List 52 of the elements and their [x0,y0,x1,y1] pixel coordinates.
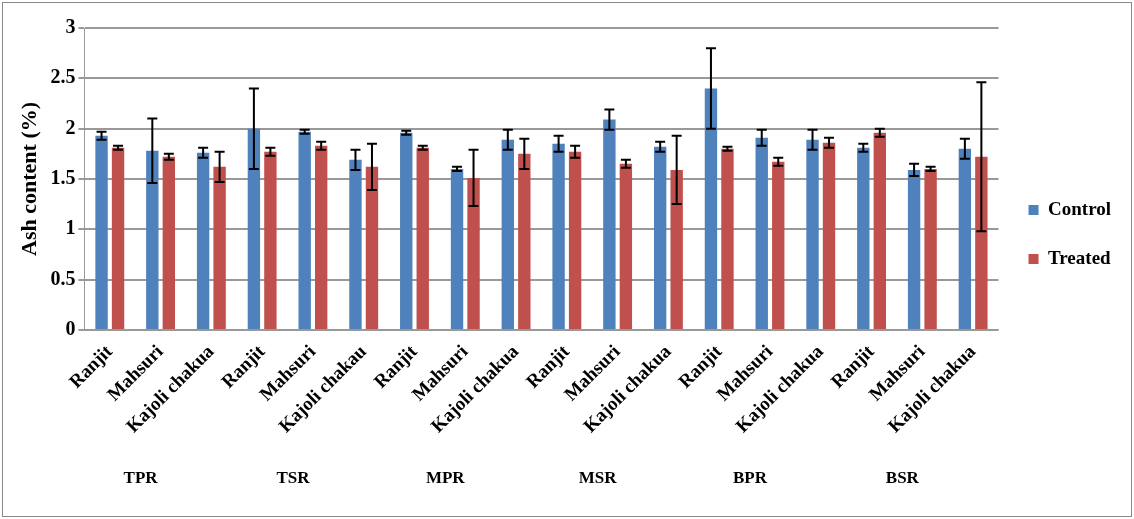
text: BPR [732,468,768,488]
bar [772,161,785,329]
y-tick-label: 2 [65,115,76,138]
y-tick-label: 1.5 [50,166,76,189]
bar [704,88,718,329]
bar [450,168,464,329]
bar [670,169,683,329]
bar [907,169,921,329]
bar [213,166,226,329]
text: MSR [578,468,618,488]
bar [857,147,870,329]
legend-label: Control [1048,197,1111,219]
bar [755,137,768,329]
bar [619,163,633,329]
bar [467,177,480,329]
bar [247,128,261,329]
bar [314,145,328,329]
text: BSR [885,468,920,488]
bar [298,131,311,329]
y-axis-title: Ash content (%) [15,101,41,256]
bar [146,150,159,329]
y-tick-label: 2.5 [50,65,76,88]
bar [111,147,125,329]
bar [400,132,413,329]
bar [873,132,886,329]
y-tick-label: 0 [65,317,76,340]
y-tick-label: 3 [65,15,76,38]
bar [806,139,819,329]
bar [196,152,210,329]
bar [653,146,667,329]
bar [924,168,937,329]
bar [95,135,108,329]
y-tick-label: 0.5 [50,266,76,289]
y-tick-label: 1 [65,216,76,239]
bar [162,156,176,329]
bar [416,147,429,329]
bar [822,142,836,329]
bar [552,143,565,329]
bar [518,153,531,329]
text: TPR [123,468,159,488]
bar [264,151,277,329]
bar [721,148,734,329]
bar [365,166,379,329]
text: TSR [276,468,311,488]
bar [975,156,988,329]
legend-label: Treated [1048,246,1112,268]
bar [958,148,972,329]
bar [603,119,616,329]
bar [501,139,514,329]
text: MPR [425,468,466,488]
bar [349,159,362,329]
bar [568,151,582,329]
